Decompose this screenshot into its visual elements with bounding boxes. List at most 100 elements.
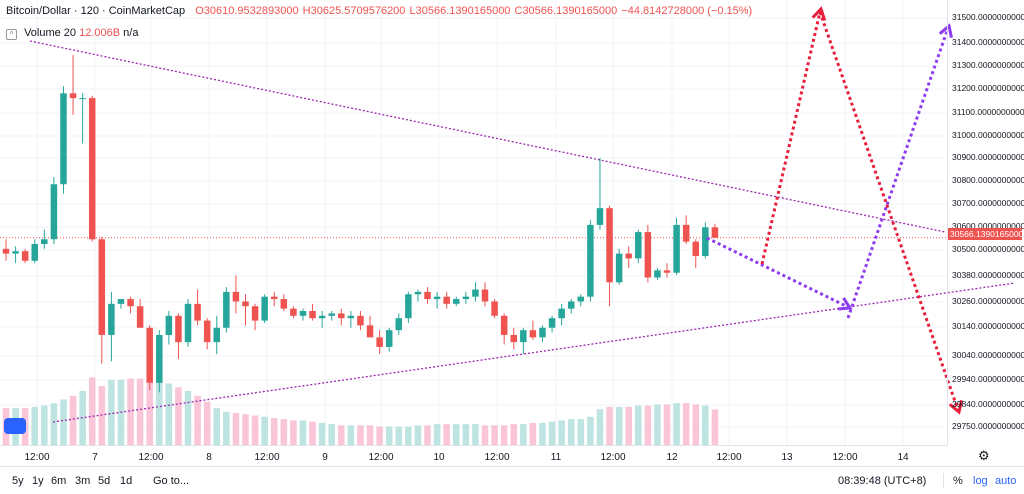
settings-gear-icon[interactable]: ⚙ [978, 448, 990, 463]
time-axis-label: 12:00 [254, 452, 280, 463]
candle-body [567, 301, 575, 309]
price-axis-label: 30040.0000000000 [952, 350, 1024, 360]
volume-bar [615, 406, 623, 445]
time-axis-label: 12:00 [600, 452, 626, 463]
candle-body [60, 93, 67, 185]
candle-body [577, 296, 585, 302]
volume-bar [376, 426, 383, 445]
range-3m-button[interactable]: 3m [75, 475, 91, 487]
volume-bar [443, 424, 450, 445]
volume-bar [290, 420, 297, 445]
volume-bar [194, 395, 201, 445]
close-value: C30566.1390165000 [514, 5, 618, 17]
price-axis-label: 31400.0000000000 [952, 37, 1024, 47]
volume-bar [136, 378, 144, 445]
volume-bar [424, 425, 431, 445]
auto-toggle[interactable]: auto [995, 475, 1017, 487]
volume-bar [433, 424, 441, 445]
high-value: H30625.5709576200 [302, 5, 406, 17]
candle-body [41, 239, 48, 245]
time-axis-label: 12:00 [716, 452, 742, 463]
volume-bar [156, 381, 163, 445]
time-axis-label: 12:00 [24, 452, 50, 463]
log-toggle[interactable]: log [973, 475, 988, 487]
tradingview-logo-icon[interactable] [4, 418, 26, 434]
candle-body [270, 296, 278, 300]
candle-body [424, 291, 431, 300]
volume-bar [529, 422, 537, 445]
arrowhead-red-down [948, 399, 963, 415]
candle-body [472, 289, 479, 297]
candle-body [529, 330, 537, 338]
range-5y-button[interactable]: 5y [12, 475, 24, 487]
time-axis-label: 10 [433, 452, 445, 463]
time-axis-label: 12 [666, 452, 678, 463]
arrow-up-red [760, 11, 822, 265]
volume-bar [41, 405, 48, 445]
time-axis-border [0, 445, 947, 446]
price-axis-label: 29840.0000000000 [952, 399, 1024, 409]
candle-body [635, 232, 642, 259]
candle-body [366, 325, 374, 338]
volume-bar [663, 404, 671, 445]
percent-toggle[interactable]: % [953, 475, 963, 487]
candle-body [194, 303, 201, 321]
candle-body [2, 248, 10, 254]
candle-body [338, 313, 345, 319]
candle-body [385, 330, 393, 347]
volume-bar [69, 395, 77, 445]
volume-bar [596, 409, 604, 445]
candle-body [12, 251, 19, 254]
candle-body [587, 224, 594, 297]
candle-body [251, 306, 259, 321]
candle-body [232, 291, 240, 302]
volume-bar [654, 404, 661, 445]
volume-bar [280, 419, 288, 445]
candle-body [405, 294, 412, 319]
volume-bar [577, 419, 585, 445]
volume-bar [338, 425, 345, 445]
price-axis-label: 30800.0000000000 [952, 175, 1024, 185]
candle-body [318, 315, 326, 319]
time-axis-label: 12:00 [484, 452, 510, 463]
chart-canvas[interactable] [0, 0, 1024, 466]
candle-body [692, 241, 700, 256]
volume-bar [405, 426, 412, 445]
time-axis-label: 12:00 [138, 452, 164, 463]
price-axis-label: 31000.0000000000 [952, 130, 1024, 140]
time-axis-label: 14 [897, 452, 909, 463]
arrow-down-red [818, 11, 960, 411]
volume-bar [213, 408, 221, 445]
volume-bar [558, 420, 565, 445]
candle-body [433, 296, 441, 300]
volume-bar [88, 377, 96, 445]
price-axis-border [947, 0, 948, 445]
candle-body [596, 208, 604, 225]
volume-bar [318, 422, 326, 445]
clock-label[interactable]: 08:39:48 (UTC+8) [838, 475, 927, 487]
volume-label[interactable]: Volume 20 [24, 27, 77, 39]
range-1d-button[interactable]: 1d [120, 475, 133, 487]
volume-bar [481, 425, 489, 445]
range-6m-button[interactable]: 6m [51, 475, 67, 487]
time-axis-label: 7 [92, 452, 98, 463]
candle-body [79, 98, 86, 100]
range-5d-button[interactable]: 5d [98, 475, 111, 487]
volume-bar [673, 403, 680, 445]
candle-body [462, 296, 470, 300]
price-axis-label: 30600.0000000000 [952, 221, 1024, 231]
time-axis-label: 9 [322, 452, 328, 463]
candle-body [539, 327, 546, 338]
candle-body [500, 315, 508, 335]
volume-bar [366, 425, 374, 445]
volume-bar [711, 409, 719, 445]
price-axis-label: 30140.0000000000 [952, 321, 1024, 331]
candle-body [309, 311, 316, 319]
collapse-icon[interactable]: ^ [6, 29, 17, 40]
range-1y-button[interactable]: 1y [32, 475, 44, 487]
symbol-title[interactable]: Bitcoin/Dollar · 120 · CoinMarketCap [6, 5, 186, 17]
candle-body [347, 315, 355, 319]
open-value: O30610.9532893000 [195, 5, 299, 17]
toolbar-divider [943, 473, 944, 488]
goto-button[interactable]: Go to... [153, 475, 190, 487]
